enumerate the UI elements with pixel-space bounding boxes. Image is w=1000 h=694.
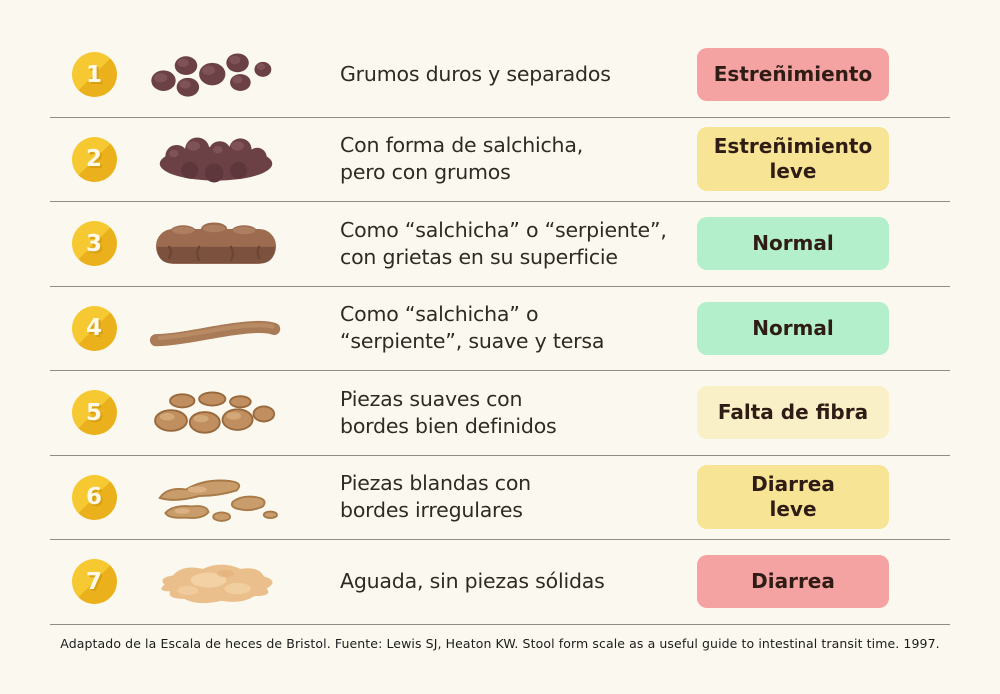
- illustration-column: [138, 549, 294, 615]
- scale-row-4: 4 Como “salchicha” o “serpiente”, suave …: [50, 287, 950, 371]
- type-2-description: Con forma de salchicha, pero con grumos: [340, 133, 584, 185]
- illustration-column: [138, 464, 294, 530]
- number-column: 7: [50, 559, 138, 605]
- status-column: Estreñimiento leve: [697, 127, 889, 192]
- stool-type-3-cracked-sausage-icon: [156, 222, 276, 264]
- status-column: Diarrea leve: [697, 465, 889, 530]
- type-2-status-badge: Estreñimiento leve: [697, 127, 889, 192]
- type-5-status-badge: Falta de fibra: [697, 386, 889, 440]
- illustration-column: [138, 42, 294, 108]
- scale-row-7: 7 Aguada, sin piezas sólidas Diarrea: [50, 540, 950, 625]
- type-7-status-badge: Diarrea: [697, 555, 889, 609]
- scale-row-6: 6 Piezas blandas con bordes irregulares …: [50, 456, 950, 540]
- scale-row-3: 3 Como “salchicha” o “serpiente”, con gr…: [50, 202, 950, 287]
- type-7-description: Aguada, sin piezas sólidas: [340, 569, 605, 594]
- number-column: 5: [50, 390, 138, 436]
- source-citation: Adaptado de la Escala de heces de Bristo…: [60, 635, 940, 651]
- stool-type-1-hard-lumps-icon: [151, 53, 272, 97]
- status-column: Diarrea: [697, 555, 889, 609]
- scale-row-5: 5 Piezas suaves con bordes bien definido…: [50, 371, 950, 456]
- stool-type-4-smooth-snake-icon: [149, 321, 281, 347]
- illustration-column: [138, 211, 294, 277]
- status-column: Estreñimiento: [697, 48, 889, 102]
- type-1-description: Grumos duros y separados: [340, 62, 611, 87]
- number-column: 2: [50, 136, 138, 182]
- number-column: 4: [50, 305, 138, 351]
- type-4-description: Como “salchicha” o “serpiente”, suave y …: [340, 302, 605, 354]
- type-5-description: Piezas suaves con bordes bien definidos: [340, 386, 557, 438]
- status-column: Normal: [697, 217, 889, 271]
- type-6-status-badge: Diarrea leve: [697, 465, 889, 530]
- type-3-description: Como “salchicha” o “serpiente”, con grie…: [340, 217, 667, 269]
- type-4-status-badge: Normal: [697, 301, 889, 355]
- scale-row-2: 2 Con forma de salchicha, pero con grumo…: [50, 118, 950, 202]
- type-1-number-badge: 1: [71, 52, 117, 98]
- status-column: Falta de fibra: [697, 386, 889, 440]
- stool-type-5-soft-blobs-icon: [154, 391, 276, 434]
- type-3-status-badge: Normal: [697, 217, 889, 271]
- type-1-status-badge: Estreñimiento: [697, 48, 889, 102]
- status-column: Normal: [697, 301, 889, 355]
- type-4-number-badge: 4: [71, 305, 117, 351]
- type-2-number-badge: 2: [71, 136, 117, 182]
- number-column: 1: [50, 52, 138, 98]
- number-column: 3: [50, 221, 138, 267]
- stool-type-2-lumpy-sausage-icon: [159, 137, 273, 183]
- type-6-number-badge: 6: [71, 474, 117, 520]
- illustration-column: [138, 380, 294, 446]
- illustration-column: [138, 126, 294, 192]
- number-column: 6: [50, 474, 138, 520]
- type-3-number-badge: 3: [71, 221, 117, 267]
- type-6-description: Piezas blandas con bordes irregulares: [340, 471, 531, 523]
- type-7-number-badge: 7: [71, 559, 117, 605]
- stool-type-7-liquid-puddle-icon: [161, 564, 273, 603]
- type-5-number-badge: 5: [71, 390, 117, 436]
- stool-type-6-mushy-pieces-icon: [158, 479, 278, 523]
- illustration-column: [138, 295, 294, 361]
- scale-row-1: 1 Grumos duros y separados Est: [50, 33, 950, 118]
